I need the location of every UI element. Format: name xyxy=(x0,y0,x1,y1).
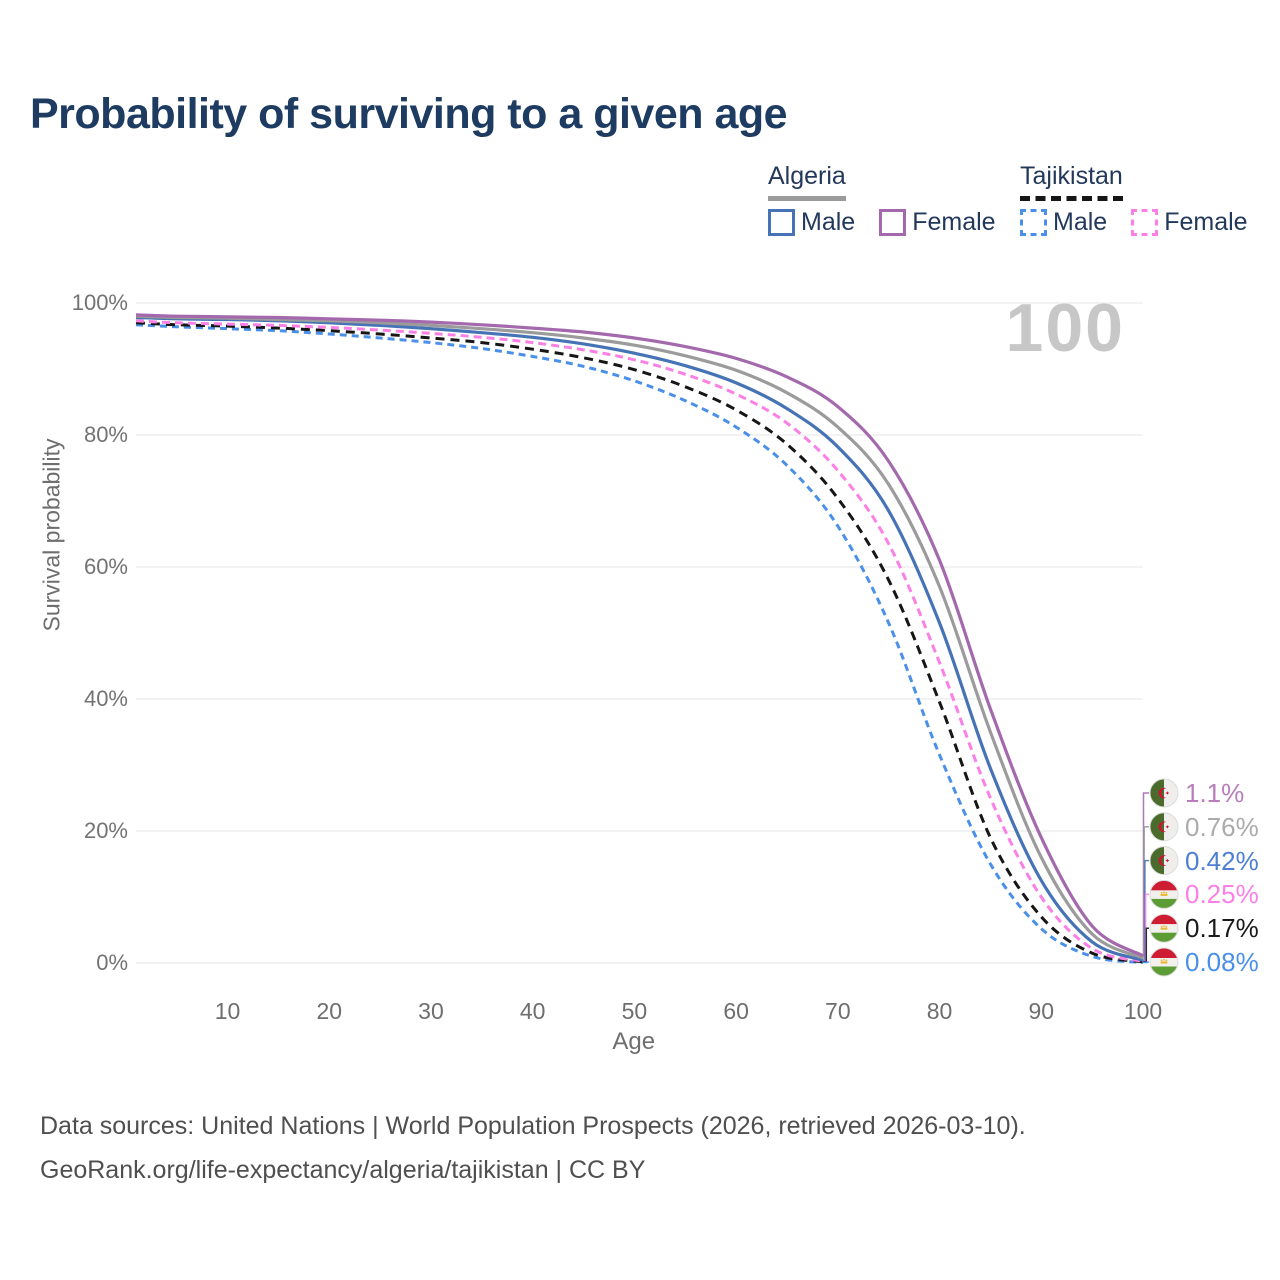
y-axis-tick-label: 80% xyxy=(83,422,128,447)
legend-group-algeria: Algeria Male Female xyxy=(768,162,996,237)
series-line-tajikistan[interactable] xyxy=(135,321,1144,964)
legend-item-tajikistan-male[interactable]: Male xyxy=(1020,208,1107,237)
footer: Data sources: United Nations | World Pop… xyxy=(40,1104,1026,1192)
end-value-label-algeria-male: 0.42% xyxy=(1185,845,1259,876)
attribution-line: GeoRank.org/life-expectancy/algeria/taji… xyxy=(40,1156,646,1184)
legend-item-algeria-male[interactable]: Male xyxy=(768,208,855,237)
series-line-tajikistan-male[interactable] xyxy=(135,323,1144,964)
algeria-flag-icon xyxy=(1149,778,1179,808)
tajikistan-flag-icon xyxy=(1149,947,1179,977)
x-axis-tick-label: 90 xyxy=(1028,998,1055,1024)
x-axis-tick-label: 80 xyxy=(926,998,953,1024)
legend-country-algeria[interactable]: Algeria xyxy=(768,162,846,201)
series-line-algeria[interactable] xyxy=(135,314,1144,960)
hover-age-label: 100 xyxy=(1005,290,1125,366)
x-axis-tick-label: 50 xyxy=(621,998,648,1024)
end-value-label-tajikistan-male: 0.08% xyxy=(1185,947,1259,977)
series-line-tajikistan-female[interactable] xyxy=(135,319,1144,963)
legend-item-label: Female xyxy=(912,208,996,236)
legend-swatch-icon xyxy=(1131,209,1159,236)
x-axis-tick-label: 10 xyxy=(214,998,241,1024)
y-axis-tick-label: 40% xyxy=(83,686,128,711)
end-label-connector xyxy=(1143,961,1149,964)
algeria-flag-icon xyxy=(1149,846,1179,876)
x-axis-tick-label: 20 xyxy=(316,998,343,1024)
legend-country-tajikistan[interactable]: Tajikistan xyxy=(1020,162,1123,201)
x-axis-tick-label: 100 xyxy=(1123,998,1163,1024)
page-title: Probability of surviving to a given age xyxy=(30,90,788,138)
legend-item-tajikistan-female[interactable]: Female xyxy=(1131,208,1248,237)
legend-swatch-icon xyxy=(879,209,907,236)
legend-item-label: Male xyxy=(801,208,856,236)
series-line-algeria-male[interactable] xyxy=(135,315,1144,962)
end-value-label-algeria: 0.76% xyxy=(1185,811,1259,842)
x-axis-tick-label: 70 xyxy=(825,998,851,1024)
tajikistan-flag-icon xyxy=(1149,913,1179,943)
legend-group-tajikistan: Tajikistan Male Female xyxy=(1020,162,1248,237)
legend-row: Male Female xyxy=(1020,208,1248,237)
y-axis-tick-label: 20% xyxy=(83,818,128,843)
x-axis-title: Age xyxy=(612,1028,656,1055)
x-axis-tick-label: 60 xyxy=(723,998,749,1024)
algeria-flag-icon xyxy=(1149,812,1179,842)
legend-swatch-icon xyxy=(1020,209,1047,236)
end-value-label-tajikistan-female: 0.25% xyxy=(1185,879,1259,910)
legend-row: Male Female xyxy=(768,208,996,237)
tajikistan-flag-icon xyxy=(1149,879,1179,909)
x-axis-tick-label: 40 xyxy=(519,998,546,1024)
y-axis-tick-label: 0% xyxy=(96,950,128,975)
y-axis-title: Survival probability xyxy=(38,438,65,632)
legend-swatch-icon xyxy=(768,209,795,236)
y-axis-tick-label: 60% xyxy=(83,554,128,579)
x-axis-tick-label: 30 xyxy=(418,998,444,1024)
legend-item-label: Female xyxy=(1164,208,1248,236)
legend-item-algeria-female[interactable]: Female xyxy=(879,208,996,237)
y-axis-tick-label: 100% xyxy=(71,290,128,315)
end-value-label-algeria-female: 1.1% xyxy=(1185,778,1245,808)
end-value-label-tajikistan: 0.17% xyxy=(1185,913,1259,944)
legend-item-label: Male xyxy=(1053,208,1108,236)
series-line-algeria-female[interactable] xyxy=(135,313,1144,958)
data-sources-line: Data sources: United Nations | World Pop… xyxy=(40,1112,1026,1140)
